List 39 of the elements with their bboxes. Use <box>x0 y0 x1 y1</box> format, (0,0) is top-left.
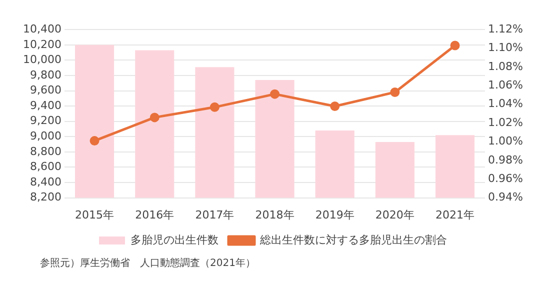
y2-tick-label: 1.06% <box>488 78 524 92</box>
text: 参照元）厚生労働省 人口動態調査（2021年） <box>40 256 256 270</box>
y2-tick-label: 1.10% <box>488 41 524 54</box>
x-tick-label: 2017年 <box>195 208 234 222</box>
y2-tick-label: 0.96% <box>488 172 524 185</box>
point <box>90 136 100 146</box>
point <box>390 87 400 97</box>
point <box>450 40 460 50</box>
x-tick-label: 2015年 <box>75 208 114 222</box>
y-tick-label: 9,400 <box>30 98 62 112</box>
y-tick-label: 9,200 <box>30 114 62 128</box>
point <box>330 101 340 111</box>
x-tick-label: 2018年 <box>255 208 294 222</box>
x-tick-label: 2020年 <box>375 208 414 222</box>
point <box>150 112 160 122</box>
y-tick-label: 9,000 <box>30 129 62 142</box>
y2-tick-label: 1.04% <box>488 97 524 110</box>
y-tick-label: 8,200 <box>30 190 62 204</box>
y2-tick-label: 0.98% <box>488 153 524 166</box>
y2-tick-label: 1.02% <box>488 116 524 129</box>
y-tick-label: 8,600 <box>30 160 62 174</box>
x-tick-label: 2021年 <box>436 208 475 222</box>
y2-tick-label: 1.12% <box>488 22 524 36</box>
y2-tick-label: 0.94% <box>488 190 524 204</box>
y-tick-label: 9,600 <box>30 84 62 97</box>
y-tick-label: 8,400 <box>30 175 62 188</box>
legend-label: 総出生件数に対する多胎児出生の割合 <box>259 233 447 246</box>
point <box>270 89 280 99</box>
x-tick-label: 2019年 <box>315 208 354 222</box>
x-tick-label: 2016年 <box>135 208 174 222</box>
y-tick-label: 10,000 <box>22 53 62 66</box>
y-tick-label: 8,800 <box>30 144 62 158</box>
y2-tick-label: 1.08% <box>488 60 524 73</box>
legend-label: 多胎児の出生件数 <box>130 233 218 246</box>
point <box>210 102 220 112</box>
y-tick-label: 9,800 <box>30 68 62 82</box>
y-tick-label: 10,200 <box>22 38 62 51</box>
y-tick-label: 10,400 <box>22 22 62 36</box>
y2-tick-label: 1.00% <box>488 134 524 148</box>
